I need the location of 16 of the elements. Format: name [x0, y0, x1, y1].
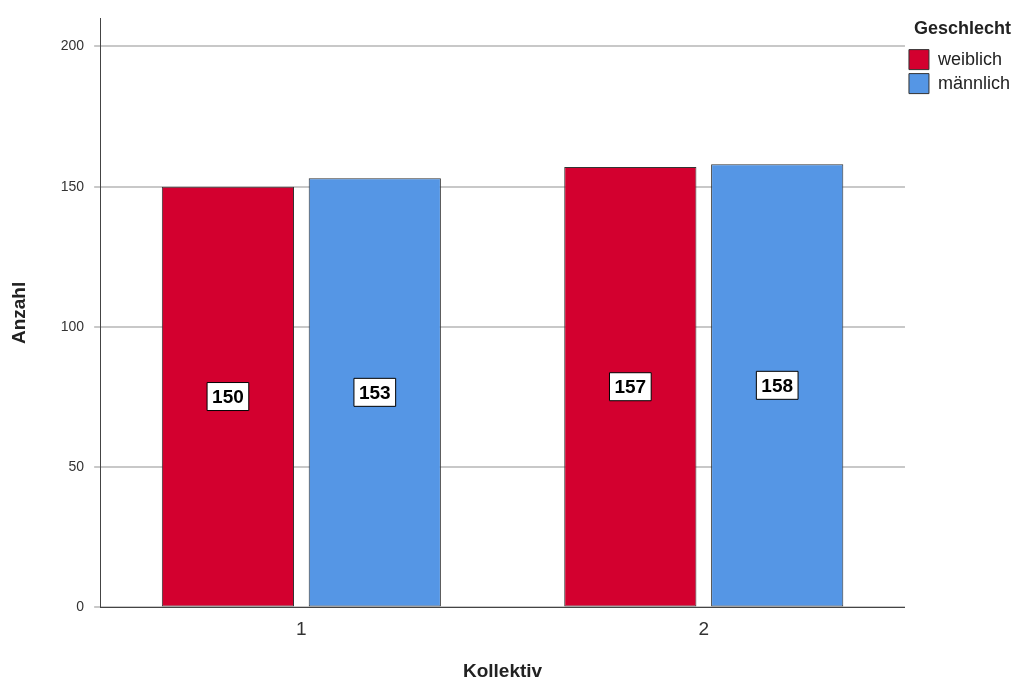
data-label: 158 — [761, 374, 794, 396]
y-tick-label: 150 — [60, 177, 85, 194]
data-label: 157 — [614, 375, 647, 397]
data-label: 153 — [358, 381, 391, 403]
y-tick-label: 100 — [60, 317, 85, 334]
y-tick-label: 200 — [60, 37, 85, 54]
x-tick-label: 1 — [296, 618, 307, 640]
x-tick-label: 2 — [698, 618, 710, 640]
data-label: 150 — [212, 385, 244, 407]
y-tick-label: 50 — [68, 458, 85, 475]
legend-title: Geschlecht — [913, 17, 1012, 38]
legend-label: männlich — [937, 72, 1011, 93]
legend-label: weiblich — [936, 48, 1002, 69]
y-axis-title: Anzahl — [7, 281, 29, 345]
y-tick-label: 0 — [76, 598, 85, 615]
x-axis-title: Kollektiv — [462, 659, 543, 681]
